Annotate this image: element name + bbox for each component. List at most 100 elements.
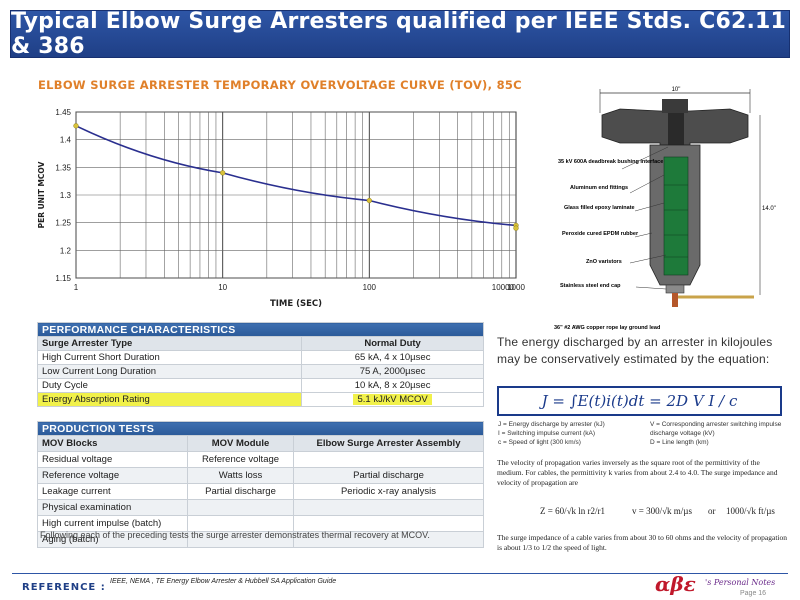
production-cell: Aging (batch) [37,531,188,548]
performance-col-type: Surge Arrester Type [36,336,303,351]
y-tick-label: 1.2 [60,246,72,255]
production-cell [187,531,294,548]
production-col-module: MOV Module [187,435,294,452]
callout-line [635,286,667,290]
zno-varistor-stack [663,156,689,276]
y-axis-label: PER UNIT MCOV [37,161,46,228]
equation-v: v = 300/√k m/µs [632,506,692,516]
y-tick-label: 1.15 [55,274,71,283]
production-cell [293,451,484,468]
callout-line [629,174,665,194]
table-row: Physical examination [37,499,484,516]
impedance-equations: Z = 60/√k ln r2/r1 v = 300/√k m/µs or 10… [540,500,780,524]
performance-label: Energy Absorption Rating [36,392,303,407]
y-tick-label: 1.4 [60,136,72,145]
end-cap [665,284,685,294]
production-col-assembly: Elbow Surge Arrester Assembly [293,435,484,452]
y-tick-label: 1.25 [55,219,71,228]
equation-or: or [708,506,716,516]
table-row: Residual voltage Reference voltage [37,451,484,468]
callout-line [629,254,667,264]
table-row: Low Current Long Duration 75 A, 2000µsec [36,364,484,379]
dimension-top-label: 10" [672,87,681,93]
performance-value: 75 A, 2000µsec [301,364,484,379]
production-footnote: Following each of the preceding tests th… [40,530,430,540]
callout-endcap: Stainless steel end cap [560,283,621,289]
performance-header: PERFORMANCE CHARACTERISTICS [37,322,484,337]
data-point [513,225,519,231]
legend-line: V = Corresponding arrester switching imp… [650,421,782,437]
callout-line [621,146,669,170]
production-cell: Partial discharge [187,483,294,500]
energy-formula: J = ∫E(t)i(t)dt = 2D V I / c [497,386,782,416]
production-cell: Leakage current [37,483,188,500]
production-cell [293,531,484,548]
performance-value: 5.1 kJ/kV MCOV [301,392,484,407]
legend-line: J = Energy discharge by arrester (kJ) [498,421,605,428]
production-cell: Reference voltage [187,451,294,468]
performance-value: 10 kA, 8 x 20µsec [301,378,484,393]
production-cell: Physical examination [37,499,188,516]
callout-aluminum: Aluminum end fittings [570,185,628,191]
data-point [73,123,79,129]
table-row: High Current Short Duration 65 kA, 4 x 1… [36,350,484,365]
production-cell: Residual voltage [37,451,188,468]
ground-connector [672,293,678,307]
reference-text: IEEE, NEMA , TE Energy Elbow Arrester & … [110,578,337,585]
performance-table: PERFORMANCE CHARACTERISTICS Surge Arrest… [36,322,484,407]
performance-label: High Current Short Duration [36,350,303,365]
production-cell: Reference voltage [37,467,188,484]
production-cell: Periodic x-ray analysis [293,483,484,500]
slide-title-bar: Typical Elbow Surge Arresters qualified … [10,9,790,59]
highlighted-value: 5.1 kJ/kV MCOV [353,394,432,405]
callout-epdm: Peroxide cured EPDM rubber [562,231,639,237]
table-row: Energy Absorption Rating 5.1 kJ/kV MCOV [36,392,484,407]
equation-v2: 1000/√k ft/µs [726,506,775,516]
x-tick-label: 10000 [492,283,515,292]
data-point [366,197,372,204]
performance-value: 65 kA, 4 x 10µsec [301,350,484,365]
formula-legend-left: J = Energy discharge by arrester (kJ) I … [498,420,628,447]
production-cell: Watts loss [187,467,294,484]
footer-divider [12,573,788,574]
energy-description: The energy discharged by an arrester in … [497,335,773,366]
surge-impedance-text: The surge impedance of a cable varies fr… [497,533,787,552]
table-row: Duty Cycle 10 kA, 8 x 20µsec [36,378,484,393]
legend-line: D = Line length (km) [650,439,709,446]
production-col-blocks: MOV Blocks [37,435,188,452]
callout-line [634,232,653,238]
legend-line: c = Speed of light (300 km/s) [498,439,581,446]
callout-laminate: Glass filled epoxy laminate [564,205,635,211]
performance-label: Low Current Long Duration [36,364,303,379]
performance-col-duty: Normal Duty [301,336,484,351]
dimension-side-label: 14.0" [762,206,776,212]
production-cell [187,499,294,516]
y-tick-label: 1.3 [60,191,72,200]
callout-line [634,202,665,212]
callout-ground-lead: 36" #2 AWG copper rope lay ground lead [554,325,660,331]
table-row: Reference voltage Watts loss Partial dis… [37,467,484,484]
x-tick-label: 100 [363,283,377,292]
callout-zno: ZnO varistors [586,259,622,265]
slide-title: Typical Elbow Surge Arresters qualified … [11,9,787,59]
production-cell [293,499,484,516]
x-axis-label: TIME (SEC) [270,299,322,309]
elbow-cap [662,99,688,113]
data-point [220,170,226,176]
abe-logo: αβε [655,572,696,596]
chart-title: ELBOW SURGE ARRESTER TEMPORARY OVERVOLTA… [38,78,522,92]
logo-subtitle: 's Personal Notes [705,578,776,587]
tov-chart: 1.15 1.2 1.25 1.3 1.35 1.4 1.45 1 10 100 100010000… [37,108,525,309]
propagation-text: The velocity of propagation varies inver… [497,458,778,487]
performance-label: Duty Cycle [36,378,303,393]
page-number: Page 16 [740,590,767,597]
production-cell: Partial discharge [293,467,484,484]
x-tick-label: 1 [74,283,79,292]
table-row: Leakage current Partial discharge Period… [37,483,484,500]
table-row: Aging (batch) [37,531,484,548]
reference-label: REFERENCE : [22,582,106,593]
production-header: PRODUCTION TESTS [37,421,484,436]
legend-line: I = Switching impulse current (kA) [498,430,595,437]
y-tick-label: 1.45 [55,108,71,117]
